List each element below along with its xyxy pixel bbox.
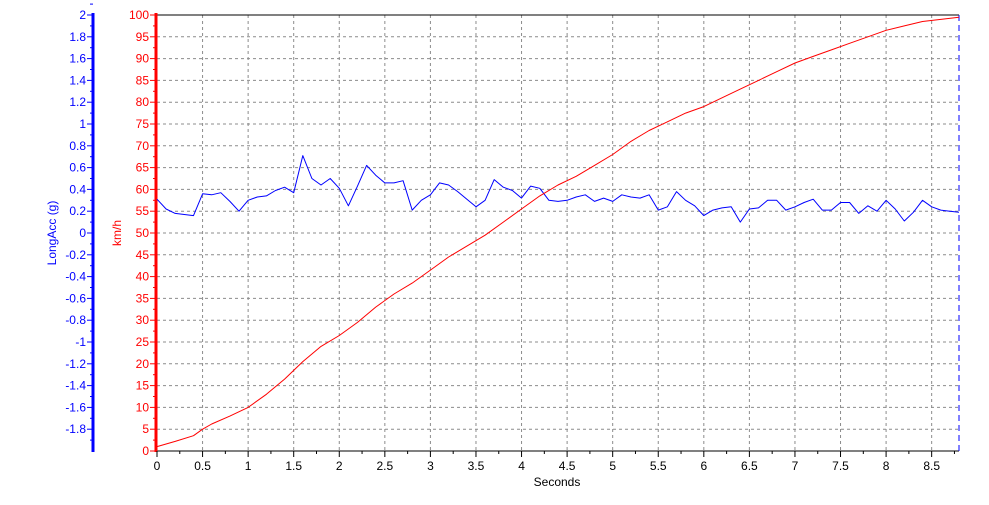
x-axis: 0 0.5 1 1.5 2 2.5 3 3.5 4 4.5 5 5.5 6 6.5 7 7.5 8 8.5 <box>154 451 955 473</box>
series-longacc-line <box>156 155 960 223</box>
right-axis: 1009590858075706560555045403530252015105… <box>129 8 158 458</box>
x-axis-title: Seconds <box>534 475 581 489</box>
right-axis-tick-label: 40 <box>136 270 150 284</box>
series-speed-line <box>156 16 960 448</box>
x-axis-tick-label: 6 <box>700 459 707 473</box>
left-axis-tick-label: 1.8 <box>69 30 86 44</box>
left-axis-tick-label: 0.6 <box>69 161 86 175</box>
left-axis-tick-label: 0.2 <box>69 204 86 218</box>
right-axis-tick-label: 90 <box>136 52 150 66</box>
right-axis-tick-label: 55 <box>136 204 150 218</box>
right-axis-tick-label: 10 <box>136 400 150 414</box>
right-axis-tick-label: 30 <box>136 313 150 327</box>
x-axis-tick-label: 7 <box>792 459 799 473</box>
x-axis-tick-label: 1.5 <box>285 459 302 473</box>
x-axis-tick-label: 1 <box>245 459 252 473</box>
left-axis-tick-label: -1 <box>75 335 86 349</box>
x-axis-tick-label: 3.5 <box>468 459 485 473</box>
x-axis-tick-label: 2 <box>336 459 343 473</box>
x-axis-tick-label: 7.5 <box>832 459 849 473</box>
right-axis-tick-label: 50 <box>136 226 150 240</box>
grid-lines <box>157 15 959 451</box>
right-axis-tick-label: 95 <box>136 30 150 44</box>
x-axis-tick-label: 3 <box>427 459 434 473</box>
left-axis-tick-label: -0.4 <box>65 270 86 284</box>
left-axis-tick-label: -0.6 <box>65 291 86 305</box>
left-axis-tick-label: -1.8 <box>65 422 86 436</box>
left-axis-tick-label: 1.4 <box>69 73 86 87</box>
left-axis-tick-label: 1 <box>79 117 86 131</box>
right-axis-tick-label: 85 <box>136 73 150 87</box>
left-axis-tick-label: -1.2 <box>65 357 86 371</box>
right-axis-tick-label: 0 <box>142 444 149 458</box>
left-axis-tick-label: -0.2 <box>65 248 86 262</box>
left-axis-tick-label: -1.6 <box>65 400 86 414</box>
left-axis-tick-label: 1.2 <box>69 95 86 109</box>
x-axis-tick-label: 0 <box>154 459 161 473</box>
right-axis-tick-label: 20 <box>136 357 150 371</box>
right-axis-tick-label: 80 <box>136 95 150 109</box>
left-axis-tick-label: 2 <box>79 8 86 22</box>
x-axis-tick-label: 5 <box>609 459 616 473</box>
x-axis-tick-label: 6.5 <box>741 459 758 473</box>
left-axis: 2 1.8 1.6 1.4 1.2 1 0.8 0.6 0.4 0.2 0 -0.2 -0.4 -0.6 -… <box>65 3 95 452</box>
right-axis-tick-label: 45 <box>136 248 150 262</box>
right-axis-title: km/h <box>110 220 124 246</box>
left-axis-tick-label: 0.4 <box>69 182 86 196</box>
x-axis-tick-label: 0.5 <box>194 459 211 473</box>
x-axis-tick-label: 8 <box>883 459 890 473</box>
left-axis-tick-label: -1.4 <box>65 379 86 393</box>
right-axis-tick-label: 70 <box>136 139 150 153</box>
series-layer <box>156 16 960 448</box>
right-axis-tick-label: 65 <box>136 161 150 175</box>
plot-frame <box>157 14 960 452</box>
left-axis-title: LongAcc (g) <box>45 201 59 266</box>
x-axis-tick-label: 5.5 <box>650 459 667 473</box>
right-axis-tick-label: 60 <box>136 182 150 196</box>
left-axis-tick-label: 0.8 <box>69 139 86 153</box>
left-axis-tick-label: 0 <box>79 226 86 240</box>
right-axis-tick-label: 5 <box>142 422 149 436</box>
left-axis-tick-label: -0.8 <box>65 313 86 327</box>
left-axis-tick-label: 1.6 <box>69 52 86 66</box>
x-axis-tick-label: 8.5 <box>923 459 940 473</box>
right-axis-tick-label: 15 <box>136 379 150 393</box>
right-axis-tick-label: 75 <box>136 117 150 131</box>
right-axis-tick-label: 100 <box>129 8 149 22</box>
x-axis-tick-label: 2.5 <box>376 459 393 473</box>
right-axis-tick-label: 35 <box>136 291 150 305</box>
right-axis-tick-label: 25 <box>136 335 150 349</box>
x-axis-tick-label: 4.5 <box>559 459 576 473</box>
x-axis-tick-label: 4 <box>518 459 525 473</box>
